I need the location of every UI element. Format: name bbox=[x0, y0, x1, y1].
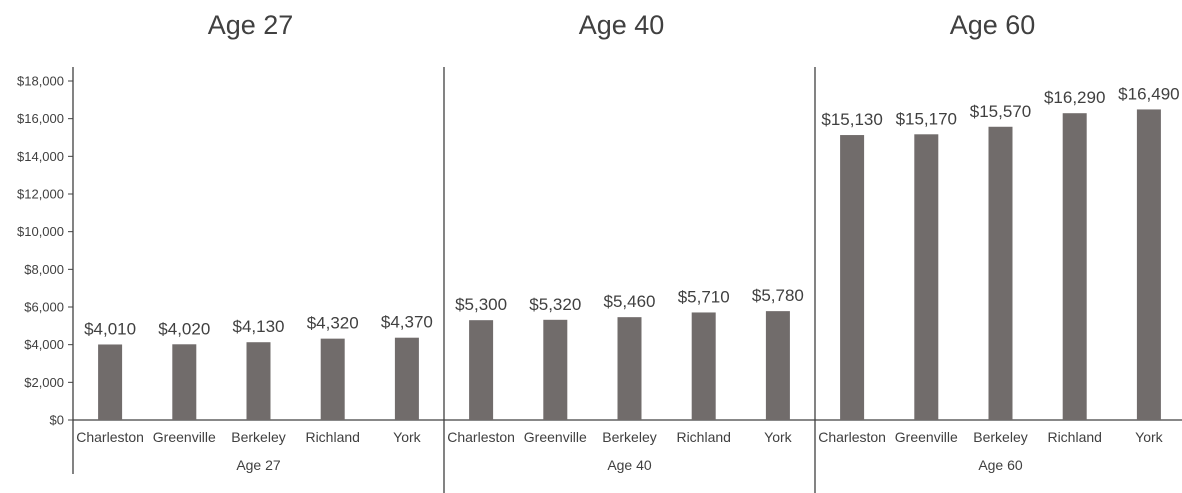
x-tick-label: Greenville bbox=[895, 429, 958, 445]
bar bbox=[1136, 109, 1161, 421]
data-label: $4,020 bbox=[158, 319, 210, 338]
bar bbox=[840, 135, 865, 420]
data-label: $5,460 bbox=[604, 292, 656, 311]
x-tick-label: Greenville bbox=[524, 429, 587, 445]
group-axis-label: Age 40 bbox=[607, 457, 652, 473]
x-tick-label: York bbox=[1135, 429, 1164, 445]
bar bbox=[469, 320, 494, 420]
panel-title: Age 40 bbox=[579, 10, 665, 40]
x-tick-label: Charleston bbox=[76, 429, 144, 445]
data-label: $15,170 bbox=[896, 109, 957, 128]
x-tick-label: Richland bbox=[676, 429, 730, 445]
data-label: $16,490 bbox=[1118, 84, 1179, 103]
bar bbox=[172, 344, 197, 420]
bar bbox=[320, 338, 345, 420]
data-label: $16,290 bbox=[1044, 88, 1105, 107]
group-axis-label: Age 27 bbox=[236, 457, 281, 473]
data-label: $5,710 bbox=[678, 287, 730, 306]
x-tick-label: Berkeley bbox=[973, 429, 1027, 445]
y-tick-label: $12,000 bbox=[17, 187, 64, 202]
bar bbox=[914, 134, 939, 420]
data-label: $5,300 bbox=[455, 295, 507, 314]
x-tick-label: York bbox=[764, 429, 793, 445]
bar bbox=[1062, 113, 1087, 420]
bar bbox=[394, 337, 419, 420]
x-tick-label: York bbox=[393, 429, 422, 445]
y-tick-label: $6,000 bbox=[24, 300, 64, 315]
data-label: $15,570 bbox=[970, 102, 1031, 121]
bar bbox=[617, 317, 642, 420]
x-tick-label: Charleston bbox=[818, 429, 886, 445]
y-tick-label: $18,000 bbox=[17, 74, 64, 89]
bar bbox=[988, 126, 1013, 420]
data-label: $4,320 bbox=[307, 314, 359, 333]
bar bbox=[543, 319, 568, 420]
x-tick-label: Berkeley bbox=[231, 429, 285, 445]
bar bbox=[691, 312, 716, 420]
y-tick-label: $16,000 bbox=[17, 111, 64, 126]
y-tick-label: $0 bbox=[50, 413, 64, 428]
data-label: $4,370 bbox=[381, 313, 433, 332]
data-label: $4,130 bbox=[233, 317, 285, 336]
panel-title: Age 60 bbox=[950, 10, 1036, 40]
x-tick-label: Richland bbox=[305, 429, 359, 445]
data-label: $15,130 bbox=[821, 110, 882, 129]
y-tick-label: $4,000 bbox=[24, 337, 64, 352]
panel-title: Age 27 bbox=[208, 10, 294, 40]
y-tick-label: $2,000 bbox=[24, 375, 64, 390]
x-tick-label: Berkeley bbox=[602, 429, 656, 445]
group-axis-label: Age 60 bbox=[978, 457, 1023, 473]
bar bbox=[98, 344, 123, 420]
y-tick-label: $14,000 bbox=[17, 149, 64, 164]
data-label: $5,320 bbox=[529, 295, 581, 314]
x-tick-label: Greenville bbox=[153, 429, 216, 445]
data-label: $5,780 bbox=[752, 286, 804, 305]
y-tick-label: $8,000 bbox=[24, 262, 64, 277]
bar bbox=[765, 311, 790, 420]
bar bbox=[246, 342, 271, 420]
x-tick-label: Charleston bbox=[447, 429, 515, 445]
y-tick-label: $10,000 bbox=[17, 224, 64, 239]
data-label: $4,010 bbox=[84, 319, 136, 338]
x-tick-label: Richland bbox=[1047, 429, 1101, 445]
